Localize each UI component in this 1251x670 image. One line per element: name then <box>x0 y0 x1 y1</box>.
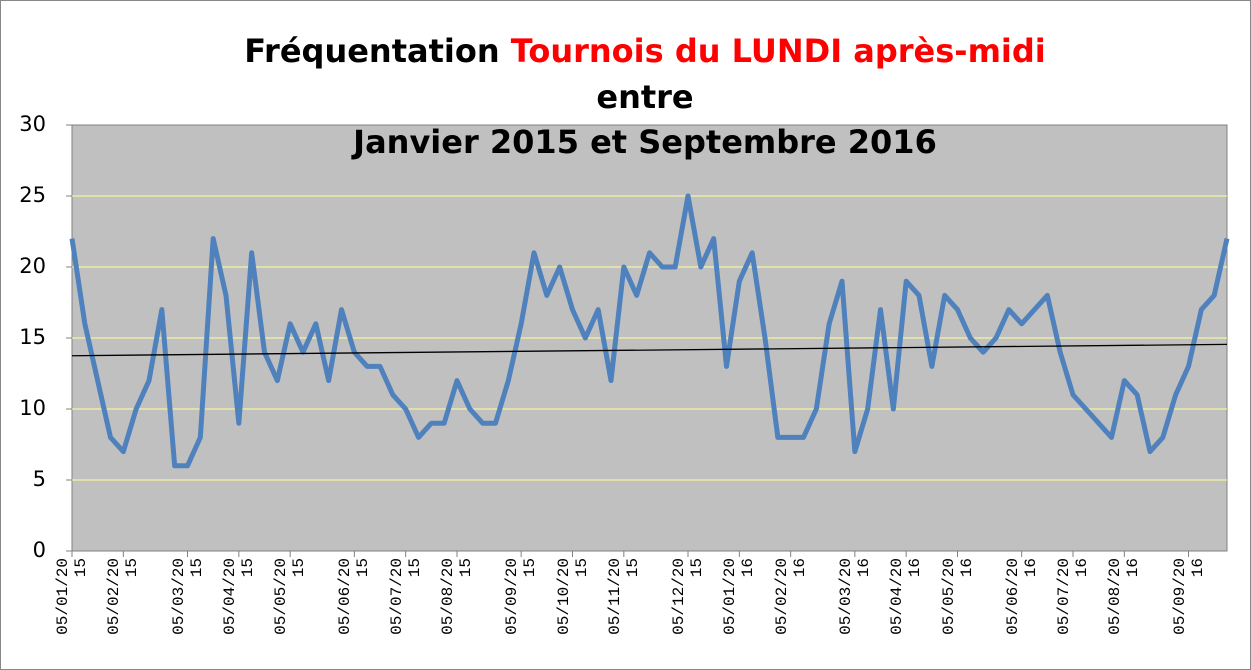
x-tick-label: 05/04/2016 <box>888 558 925 635</box>
y-tick-label: 25 <box>19 183 46 207</box>
title-highlight: Tournois du LUNDI après-midi <box>511 32 1046 70</box>
y-tick-label: 20 <box>19 254 46 278</box>
x-tick-label: 05/06/2015 <box>336 558 373 635</box>
x-tick-label: 05/02/2016 <box>772 558 809 635</box>
title-line3: Janvier 2015 et Septembre 2016 <box>351 123 937 161</box>
chart-title: Fréquentation Tournois du LUNDI après-mi… <box>244 32 1046 70</box>
x-tick-label: 05/04/2015 <box>220 558 257 635</box>
x-tick-label: 05/09/2016 <box>1170 558 1207 635</box>
y-tick-label: 5 <box>33 467 46 491</box>
x-tick-label: 05/01/2016 <box>721 558 758 635</box>
x-tick-label: 05/07/2016 <box>1055 558 1091 635</box>
title-main: Fréquentation <box>244 32 511 70</box>
x-tick-label: 05/03/2015 <box>169 558 206 635</box>
x-tick-label: 05/08/2015 <box>439 558 475 635</box>
x-tick-label: 05/11/2015 <box>605 558 642 635</box>
x-tick-label: 05/01/2015 <box>54 558 90 635</box>
x-tick-label: 05/12/2015 <box>670 558 706 635</box>
x-tick-label: 05/03/2016 <box>836 558 873 635</box>
x-tick-label: 05/09/2015 <box>503 558 540 635</box>
x-tick-label: 05/05/2016 <box>939 558 976 635</box>
title-line2: entre <box>596 78 693 116</box>
x-tick-label: 05/05/2015 <box>272 558 309 635</box>
y-tick-label: 30 <box>19 112 46 136</box>
y-tick-label: 0 <box>33 538 46 562</box>
x-tick-label: 05/02/2015 <box>105 558 142 635</box>
x-tick-label: 05/10/2015 <box>554 558 591 635</box>
data-line <box>69 193 1230 469</box>
x-tick-label: 05/07/2015 <box>387 558 424 635</box>
y-tick-label: 10 <box>19 396 46 420</box>
x-tick-label: 05/08/2016 <box>1106 558 1143 635</box>
y-tick-label: 15 <box>19 325 46 349</box>
x-tick-label: 05/06/2016 <box>1003 558 1040 635</box>
trendline <box>71 343 1228 357</box>
